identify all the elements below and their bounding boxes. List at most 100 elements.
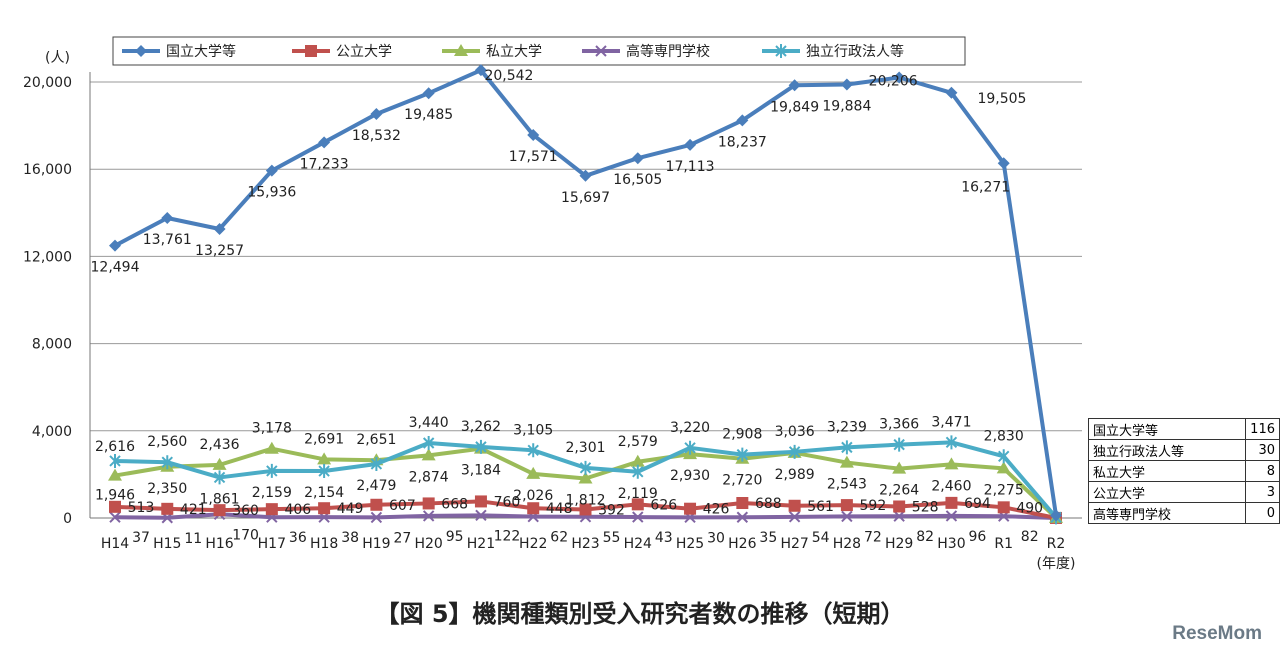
data-label: 2,154 (304, 485, 344, 501)
data-point (945, 496, 958, 509)
data-label: 2,720 (722, 473, 762, 489)
table-row: 私立大学 8 (1087, 460, 1280, 482)
data-point (579, 460, 592, 475)
data-point (474, 64, 487, 77)
data-point (945, 435, 958, 450)
table-cell-name: 独立行政法人等 (1087, 439, 1247, 461)
data-point (213, 222, 226, 235)
legend-marker (775, 44, 787, 58)
x-tick-label: H21 (467, 536, 495, 552)
data-point (579, 503, 592, 516)
data-label: 561 (807, 499, 834, 515)
data-label: 19,505 (977, 91, 1026, 107)
data-point (370, 511, 383, 524)
data-point (631, 152, 644, 165)
data-point (108, 468, 122, 481)
data-label: 2,275 (984, 482, 1024, 498)
data-point (212, 457, 227, 470)
x-tick-label: H24 (624, 536, 652, 552)
data-label: 82 (916, 529, 934, 545)
data-label: 16,505 (613, 172, 662, 188)
data-label: 30 (707, 530, 725, 546)
data-point (632, 464, 644, 479)
data-label: 16,271 (961, 179, 1010, 195)
data-label: 15,936 (247, 185, 296, 201)
data-point (109, 239, 121, 252)
data-label: 2,543 (827, 477, 867, 493)
x-tick-label: H25 (676, 536, 704, 552)
data-label: 17,233 (300, 156, 349, 172)
data-point (213, 470, 226, 485)
y-tick-label: 8,000 (32, 337, 72, 353)
data-label: 421 (180, 502, 207, 518)
data-label: 15,697 (561, 190, 610, 206)
x-tick-label: H19 (362, 536, 390, 552)
data-point (788, 499, 801, 512)
data-point (944, 457, 959, 470)
y-tick-label: 12,000 (23, 249, 72, 265)
x-tick-label: H23 (571, 536, 599, 552)
data-point (422, 510, 435, 522)
x-tick-label: H29 (885, 536, 913, 552)
data-label: 72 (864, 529, 882, 545)
data-label: 19,884 (822, 99, 871, 115)
data-label: 2,560 (147, 434, 187, 450)
data-point (893, 500, 906, 513)
data-point (422, 87, 435, 100)
data-point (266, 463, 278, 478)
data-label: 3,036 (775, 424, 815, 440)
data-label: 490 (1016, 500, 1043, 516)
data-label: 448 (546, 501, 573, 517)
data-label: 392 (598, 502, 625, 518)
data-label: 2,989 (775, 467, 815, 483)
data-point (422, 497, 435, 510)
data-point (317, 452, 332, 465)
data-label: 13,257 (195, 243, 244, 259)
data-point (422, 436, 435, 451)
data-label: 13,761 (143, 232, 192, 248)
data-label: 35 (759, 530, 777, 546)
data-point (109, 511, 121, 523)
data-label: 688 (755, 496, 782, 512)
data-label: 37 (132, 530, 150, 546)
data-point (370, 108, 383, 121)
data-point (579, 169, 592, 182)
data-point (527, 502, 540, 515)
data-label: 3,184 (461, 463, 501, 479)
data-label: 3,178 (252, 421, 292, 437)
table-cell-value: 116 (1245, 418, 1280, 440)
data-point (474, 495, 487, 508)
data-label: 592 (860, 498, 887, 514)
data-point (893, 437, 905, 452)
data-label: 2,691 (304, 431, 344, 447)
data-label: 513 (128, 500, 155, 516)
x-tick-label: H22 (519, 536, 547, 552)
data-label: 2,436 (200, 437, 240, 453)
data-point (527, 443, 539, 458)
data-point (736, 511, 749, 523)
y-tick-label: 16,000 (23, 162, 72, 178)
x-axis-label: (年度) (1037, 556, 1076, 572)
data-point (318, 136, 331, 149)
data-label: 18,237 (718, 134, 767, 150)
data-point (840, 78, 853, 91)
data-point (736, 447, 749, 462)
data-label: 2,874 (409, 469, 449, 485)
data-point (264, 441, 279, 454)
data-point (788, 444, 801, 459)
data-point (265, 164, 278, 177)
table-row: 国立大学等 116 (1087, 418, 1280, 440)
data-label: 36 (289, 530, 307, 546)
data-label: 19,485 (404, 107, 453, 123)
data-point (475, 439, 487, 454)
data-point (632, 511, 644, 523)
legend-marker (135, 45, 147, 57)
data-point (370, 498, 383, 511)
data-point (998, 449, 1010, 464)
data-label: 406 (284, 502, 311, 518)
data-point (161, 455, 173, 470)
data-point (892, 461, 907, 474)
data-label: 2,026 (513, 488, 553, 504)
data-label: 55 (603, 530, 621, 546)
data-label: 528 (912, 499, 939, 515)
